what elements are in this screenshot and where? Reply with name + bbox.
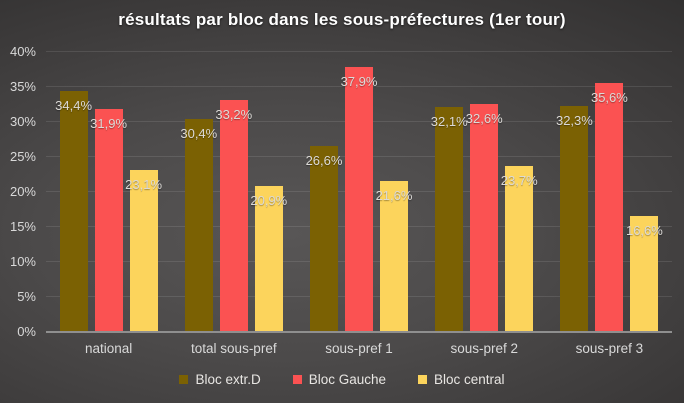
x-axis-category-label: national	[84, 341, 133, 356]
bar-group: 32,3% 35,6% 16,6%	[547, 52, 672, 332]
legend-item: Bloc extr.D	[179, 372, 261, 387]
legend-swatch-icon	[292, 375, 302, 384]
bar-group: 26,6% 37,9% 21,6%	[296, 52, 421, 332]
bar: 26,6%	[306, 145, 342, 332]
bar: 37,9%	[341, 66, 377, 332]
x-axis-line	[46, 331, 672, 333]
legend-label: Bloc Gauche	[308, 372, 387, 387]
gridline	[46, 51, 672, 52]
bar: 23,7%	[501, 166, 538, 332]
bar-value-label: 30,4%	[180, 126, 218, 142]
bar-group: 30,4% 33,2% 20,9%	[171, 52, 296, 332]
bar-value-label: 16,6%	[625, 222, 663, 238]
y-axis-tick-label: 30%	[9, 114, 36, 129]
bar-value-label: 37,9%	[340, 73, 378, 89]
y-axis-tick-label: 10%	[9, 254, 36, 269]
x-axis-category-label: total sous-pref	[191, 341, 277, 356]
bar-value-label: 26,6%	[305, 152, 343, 168]
bar: 34,4%	[55, 91, 92, 332]
y-axis-tick-label: 40%	[9, 44, 36, 59]
bar: 20,9%	[250, 185, 287, 332]
legend-label: Bloc central	[434, 372, 505, 387]
bar-value-label: 32,6%	[465, 110, 503, 126]
bar-value-label: 35,6%	[590, 89, 628, 105]
x-axis-category-label: sous-pref 2	[450, 341, 518, 356]
bar: 30,4%	[180, 119, 217, 332]
chart-title: résultats par bloc dans les sous-préfect…	[118, 10, 566, 29]
bar-value-label: 20,9%	[250, 192, 288, 208]
x-axis-category-label: sous-pref 1	[325, 341, 393, 356]
y-axis-tick-label: 0%	[17, 324, 36, 339]
bar: 31,9%	[90, 108, 127, 332]
bar: 32,1%	[431, 107, 468, 332]
bar-value-label: 33,2%	[215, 106, 253, 122]
bar-value-label: 32,1%	[430, 114, 468, 130]
legend: Bloc extr.D Bloc Gauche Bloc central	[0, 372, 684, 387]
bar: 32,6%	[466, 103, 503, 332]
bar-value-label: 31,9%	[90, 115, 128, 131]
plot-area: 34,4% 31,9% 23,1% 30,4% 33,2% 20,9% 26,6% 37,9%…	[46, 51, 672, 333]
bar-value-label: 21,6%	[375, 187, 413, 203]
legend-swatch-icon	[179, 375, 189, 384]
bar-value-label: 34,4%	[55, 98, 93, 114]
bar: 35,6%	[591, 82, 628, 332]
bar-value-label: 23,7%	[500, 173, 538, 189]
x-axis: national total sous-pref sous-pref 1 sous-p…	[46, 341, 672, 356]
bar: 21,6%	[376, 180, 412, 332]
bar: 23,1%	[125, 170, 162, 332]
bar-group: 32,1% 32,6% 23,7%	[422, 52, 547, 332]
legend-item: Bloc Gauche	[292, 372, 387, 387]
y-axis-tick-label: 20%	[9, 184, 36, 199]
bar: 16,6%	[626, 215, 663, 332]
bar-value-label: 23,1%	[125, 177, 163, 193]
y-axis: 0% 5% 10% 15% 20% 25% 30% 35% 40%	[0, 44, 38, 339]
y-axis-tick-label: 5%	[17, 289, 36, 304]
legend-label: Bloc extr.D	[195, 372, 261, 387]
bar-groups: 34,4% 31,9% 23,1% 30,4% 33,2% 20,9% 26,6% 37,9%…	[46, 52, 672, 332]
legend-swatch-icon	[418, 375, 428, 384]
x-axis-category-label: sous-pref 3	[575, 341, 644, 356]
bar: 32,3%	[556, 105, 593, 332]
bar-group: 34,4% 31,9% 23,1%	[46, 52, 171, 332]
bar-value-label: 32,3%	[555, 112, 593, 128]
bar: 33,2%	[215, 99, 252, 332]
y-axis-tick-label: 25%	[9, 149, 36, 164]
y-axis-tick-label: 15%	[9, 219, 36, 234]
legend-item: Bloc central	[418, 372, 505, 387]
y-axis-tick-label: 35%	[9, 79, 36, 94]
